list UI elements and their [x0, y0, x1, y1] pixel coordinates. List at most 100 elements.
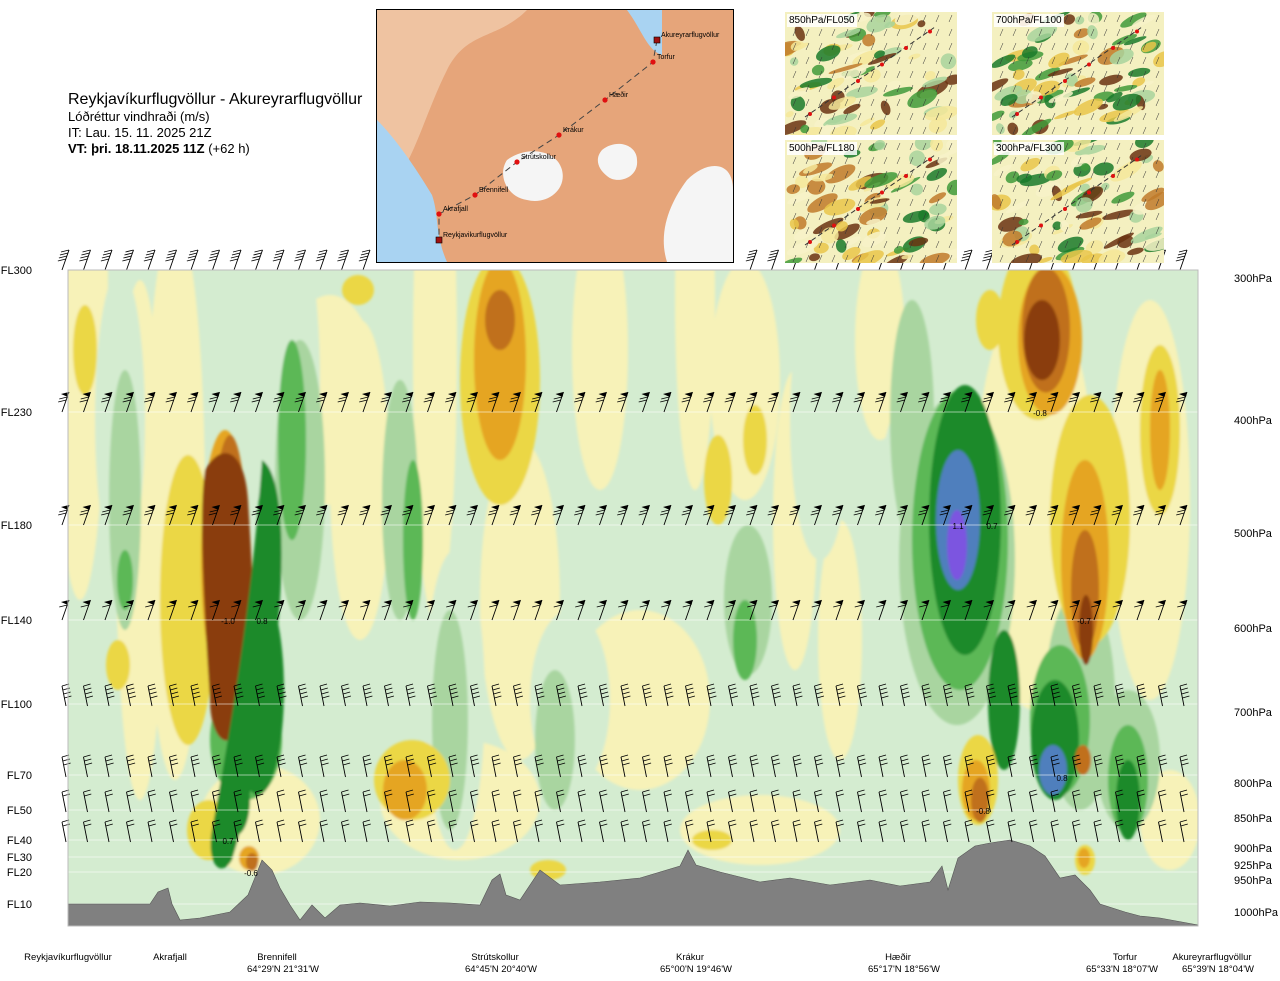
mini-map-barb [935, 184, 940, 193]
mini-map-barb [857, 142, 862, 151]
mini-map-blob [835, 221, 848, 232]
wind-barb [749, 789, 758, 813]
wind-barb [792, 683, 803, 707]
mini-map-station [856, 207, 860, 211]
wind-barb [272, 249, 285, 271]
wind-barb [704, 599, 715, 621]
valid-time-date: VT: þri. 18.11.2025 11Z [68, 141, 205, 156]
wind-barb [1007, 819, 1016, 843]
wind-barb [767, 249, 779, 271]
mini-map-barb [792, 126, 797, 135]
mini-map-barb [831, 84, 836, 93]
mini-map-barb [896, 42, 901, 51]
mini-map-barb [1012, 254, 1017, 263]
mini-map-barb [1025, 254, 1030, 263]
mini-map-barb [844, 254, 849, 263]
wind-barb [341, 683, 352, 707]
mini-map-barb [896, 28, 901, 37]
mini-map-barb [909, 198, 914, 207]
mini-map-blob [794, 42, 810, 51]
wind-barb [1176, 504, 1188, 526]
mini-map-barb [1077, 254, 1082, 263]
wind-barb [939, 504, 951, 526]
right-axis-label: 950hPa [1234, 875, 1273, 887]
wind-barb [1154, 504, 1166, 526]
mini-map-blob [1018, 218, 1029, 226]
wind-barb [208, 391, 220, 413]
mini-map-blob [1074, 77, 1096, 88]
left-axis-label: FL180 [1, 520, 32, 532]
wind-barb [273, 504, 285, 526]
wind-barb [1072, 789, 1081, 813]
wind-barb [1090, 391, 1102, 413]
wind-barb [1093, 819, 1102, 843]
mini-map-barb [935, 240, 940, 249]
mini-map-blob [886, 80, 902, 91]
wind-barb [104, 819, 113, 843]
wind-barb [789, 391, 801, 413]
mini-map-barb [1155, 156, 1160, 165]
mini-map-barb [1155, 170, 1160, 179]
wind-barb [1176, 391, 1188, 413]
wind-barb [789, 504, 801, 526]
mini-map-barb [896, 112, 901, 121]
wind-barb [1050, 754, 1060, 778]
right-axis-label: 800hPa [1234, 778, 1273, 790]
mini-map-barb [935, 98, 940, 107]
wind-barb [489, 599, 500, 621]
mini-map-blob [820, 123, 841, 135]
wind-barb [1179, 754, 1189, 778]
wind-barb [749, 819, 758, 843]
map-station-marker [436, 211, 442, 217]
left-axis-label: FL30 [7, 852, 32, 864]
mini-map-blob [1152, 160, 1164, 172]
wind-barb [531, 391, 543, 413]
wind-barb [79, 249, 91, 271]
mini-map-barb [1051, 28, 1056, 37]
mini-map-barb [857, 112, 862, 121]
mini-map-barb [999, 170, 1004, 179]
wind-barb [986, 754, 996, 778]
mini-map-barb [1051, 56, 1056, 65]
contour-value-label: 0.8 [1056, 774, 1068, 783]
mini-map-barb [948, 42, 953, 51]
mini-map-barb [1077, 170, 1082, 179]
mini-map-barb [818, 226, 823, 235]
wind-barb [706, 754, 716, 778]
mini-map-barb [831, 198, 836, 207]
mini-map-barb [792, 42, 797, 51]
mini-map-blob [1021, 118, 1052, 135]
wind-barb [810, 391, 822, 413]
mini-map-barb [883, 184, 888, 193]
wind-barb [939, 391, 951, 413]
wind-barb [212, 683, 223, 707]
mini-map-blob [1111, 34, 1138, 46]
mini-map-barb [1155, 28, 1160, 37]
mini-map-blob [893, 246, 904, 254]
mini-map-barb [870, 126, 875, 135]
wind-barb [1047, 504, 1059, 526]
mini-map-blob [928, 192, 947, 204]
mini-map-barb [896, 14, 901, 23]
mini-map-blob [1123, 36, 1147, 46]
wind-barb [745, 249, 758, 271]
mini-map-blob [940, 53, 957, 70]
wind-barb [660, 504, 672, 526]
wind-barb [728, 754, 738, 778]
mini-map-barb [948, 70, 953, 79]
wind-barb [681, 504, 693, 526]
mini-map-barb [1077, 212, 1082, 221]
mini-map-barb [1038, 28, 1043, 37]
mini-map-barb [857, 226, 862, 235]
wind-barb [982, 504, 994, 526]
mini-map-barb [1129, 28, 1134, 37]
mini-map-blob [1005, 200, 1030, 214]
mini-map-barb [1051, 170, 1056, 179]
wind-barb [427, 789, 436, 813]
valid-time-offset: (+62 h) [204, 141, 250, 156]
mini-map-barb [1025, 226, 1030, 235]
mini-map-barb [1090, 170, 1095, 179]
mini-map-blob [825, 113, 858, 126]
wind-barb [1158, 789, 1167, 813]
mini-map-station [856, 79, 860, 83]
